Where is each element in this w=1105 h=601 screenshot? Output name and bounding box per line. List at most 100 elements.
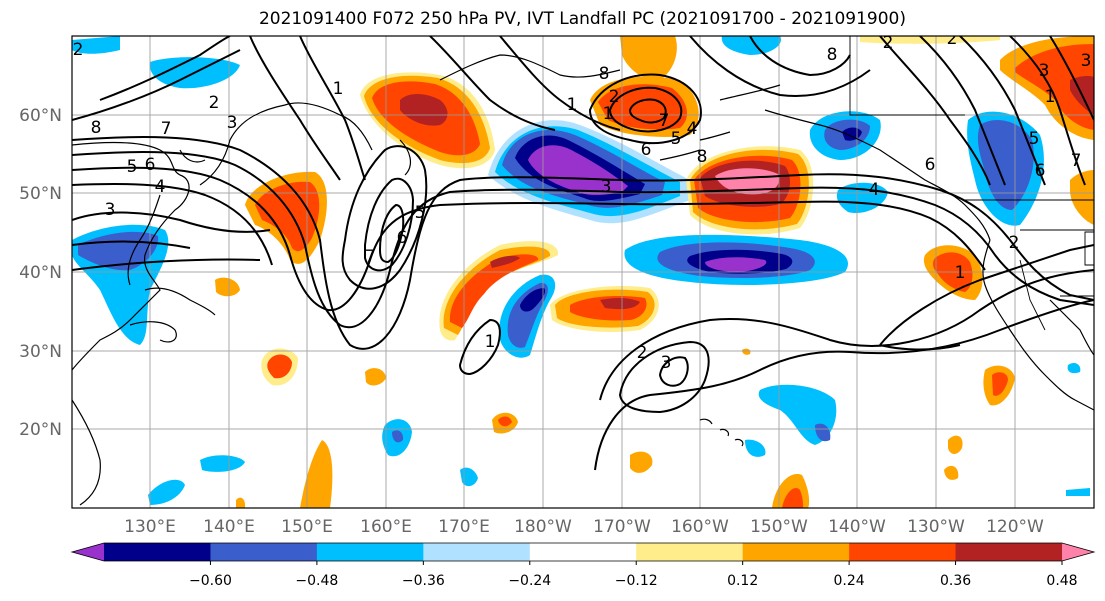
neg-pv-field bbox=[72, 36, 120, 54]
pos-pv-field bbox=[715, 168, 780, 195]
colorbar-segment bbox=[742, 543, 850, 561]
contour-label: 1 bbox=[567, 95, 578, 115]
neg-pv-field bbox=[1067, 362, 1081, 374]
contour-labels: 8 7 2 3 1 5 6 4 3 6 5 7 1 8 2 1 7 4 5 6 … bbox=[73, 33, 1092, 373]
neg-pv-field bbox=[815, 423, 831, 442]
contour-label: 7 bbox=[1071, 151, 1082, 171]
neg-pv-field bbox=[148, 479, 185, 505]
contour-label: 3 bbox=[601, 177, 612, 197]
colorbar-tick-label: −0.12 bbox=[615, 573, 658, 589]
colorbar-tick-label: −0.60 bbox=[189, 573, 232, 589]
contour-label: 1 bbox=[603, 104, 614, 124]
neg-pv-field bbox=[392, 430, 404, 443]
lon-label: 140°W bbox=[828, 517, 886, 537]
contour-label: 3 bbox=[661, 353, 672, 373]
pos-pv-field bbox=[630, 451, 653, 473]
contour-label: 6 bbox=[397, 228, 408, 248]
colorbar-segment bbox=[955, 543, 1063, 561]
pos-pv-field bbox=[498, 416, 512, 427]
colorbar-segment bbox=[72, 543, 104, 561]
pos-pv-field bbox=[992, 372, 1008, 396]
pos-pv-field bbox=[1015, 44, 1094, 130]
lon-label: 150°W bbox=[750, 517, 808, 537]
pos-pv-field bbox=[215, 277, 240, 297]
colorbar-tick-label: 0.12 bbox=[727, 573, 758, 589]
lon-label: 150°E bbox=[281, 517, 333, 537]
lon-label: 120°W bbox=[986, 517, 1044, 537]
colorbar: −0.60 −0.48 −0.36 −0.24 −0.12 0.12 0.24 0.36 0.4… bbox=[70, 542, 1096, 589]
lon-label: 160°E bbox=[360, 517, 412, 537]
colorbar-segment bbox=[636, 543, 744, 561]
lat-label-60: 60°N bbox=[19, 106, 62, 126]
neg-pv-field bbox=[528, 145, 628, 195]
pos-pv-field bbox=[620, 36, 677, 81]
contour-label: 2 bbox=[637, 343, 648, 363]
contour-label: 2 bbox=[883, 33, 894, 53]
neg-pv-field bbox=[977, 120, 1034, 210]
colorbar-tick-label: 0.48 bbox=[1046, 573, 1077, 589]
contour-label: 1 bbox=[955, 263, 966, 283]
contour-label: 8 bbox=[599, 64, 610, 84]
contour-label: 4 bbox=[869, 180, 880, 200]
longitude-labels: 130°E 140°E 150°E 160°E 170°E 180°W 170°… bbox=[124, 517, 1044, 537]
contour-label: 5 bbox=[671, 129, 682, 149]
contour-label: 2 bbox=[73, 40, 84, 60]
contour-label: 1 bbox=[485, 332, 496, 352]
contour-label: 3 bbox=[105, 200, 116, 220]
contour-label: 3 bbox=[1039, 61, 1050, 81]
lon-label: 170°E bbox=[438, 517, 490, 537]
colorbar-segment bbox=[1062, 543, 1094, 561]
pos-pv-field bbox=[490, 255, 520, 268]
colorbar-tick-label: 0.24 bbox=[834, 573, 865, 589]
pos-pv-field bbox=[782, 488, 804, 508]
contour-label: 2 bbox=[609, 87, 620, 107]
colorbar-segment bbox=[423, 543, 531, 561]
lon-label: 160°W bbox=[671, 517, 729, 537]
lon-label: 170°W bbox=[593, 517, 651, 537]
pos-pv-field bbox=[1070, 170, 1094, 225]
pos-pv-field bbox=[439, 241, 559, 341]
pos-pv-field bbox=[400, 94, 448, 126]
colorbar-segment bbox=[849, 543, 957, 561]
ivt-contours bbox=[72, 36, 1094, 471]
contour-label: 5 bbox=[127, 157, 138, 177]
lon-label: 130°W bbox=[907, 517, 965, 537]
contour-label: 1 bbox=[1045, 87, 1056, 107]
pos-pv-field bbox=[948, 435, 963, 454]
contour-label: 8 bbox=[827, 45, 838, 65]
neg-pv-field bbox=[1066, 488, 1090, 496]
contour-label: 7 bbox=[365, 247, 376, 267]
colorbar-segment bbox=[210, 543, 318, 561]
neg-pv-field bbox=[200, 455, 245, 472]
contour-label: 3 bbox=[227, 113, 238, 133]
neg-pv-field bbox=[520, 288, 546, 312]
lat-label-20: 20°N bbox=[19, 420, 62, 440]
contour-label: 3 bbox=[1081, 51, 1092, 71]
pos-pv-field bbox=[944, 465, 959, 480]
colorbar-outline bbox=[70, 542, 1096, 562]
pos-pv-field bbox=[255, 181, 320, 252]
boundaries bbox=[849, 36, 1094, 331]
contour-label: 7 bbox=[161, 119, 172, 139]
colorbar-tick-label: 0.36 bbox=[940, 573, 971, 589]
contour-label: 8 bbox=[91, 118, 102, 138]
colorbar-segment bbox=[529, 543, 637, 561]
colorbar-tick-label: −0.48 bbox=[295, 573, 338, 589]
map-frame bbox=[71, 35, 1095, 509]
contour-label: 1 bbox=[333, 79, 344, 99]
lat-label-30: 30°N bbox=[19, 342, 62, 362]
lon-label: 130°E bbox=[124, 517, 176, 537]
lat-label-50: 50°N bbox=[19, 184, 62, 204]
colorbar-tick-label: −0.24 bbox=[508, 573, 551, 589]
pos-pv-field bbox=[236, 497, 246, 508]
map-title: 2021091400 F072 250 hPa PV, IVT Landfall… bbox=[258, 9, 906, 29]
contour-label: 4 bbox=[687, 119, 698, 139]
contour-label: 2 bbox=[209, 93, 220, 113]
contour-label: 6 bbox=[1035, 161, 1046, 181]
contour-label: 6 bbox=[145, 155, 156, 175]
lon-label: 140°E bbox=[203, 517, 255, 537]
pos-pv-field bbox=[449, 254, 539, 328]
contour-label: 2 bbox=[1009, 233, 1020, 253]
lon-label: 180°W bbox=[514, 517, 572, 537]
